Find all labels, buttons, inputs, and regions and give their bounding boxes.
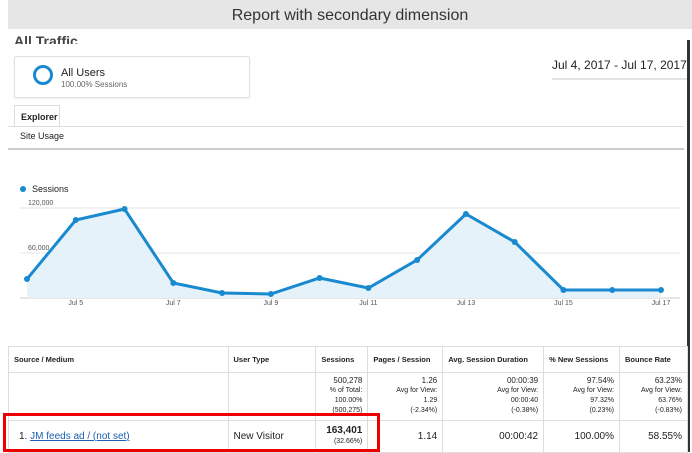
totals-line: 500,278 bbox=[333, 376, 363, 385]
totals-line: % of Total: bbox=[329, 387, 363, 394]
highlight-box bbox=[3, 413, 380, 452]
user-type: New Visitor bbox=[227, 420, 317, 453]
totals-cell: 1.26 Avg for View: 1.29 (-2.34%) bbox=[367, 372, 444, 421]
totals-line: 1.29 bbox=[423, 397, 438, 404]
sessions-value: 163,401 bbox=[326, 425, 363, 436]
totals-line: 1.26 bbox=[421, 376, 438, 385]
data-point[interactable] bbox=[414, 256, 421, 263]
totals-cell: 63.23% Avg for View: 63.76% (-0.83%) bbox=[619, 372, 688, 421]
totals-line: (-2.34%) bbox=[410, 407, 438, 414]
data-point[interactable] bbox=[121, 205, 128, 212]
x-tick-label: Jul 9 bbox=[263, 300, 278, 307]
duration-value: 00:00:42 bbox=[442, 420, 545, 453]
x-tick-label: Jul 15 bbox=[554, 300, 573, 307]
totals-cell: 97.54% Avg for View: 97.32% (0.23%) bbox=[543, 372, 621, 421]
totals-cell: 00:00:39 Avg for View: 00:00:40 (-0.38%) bbox=[442, 372, 545, 421]
divider bbox=[8, 126, 684, 127]
data-point[interactable] bbox=[658, 286, 664, 293]
totals-line: 97.54% bbox=[586, 376, 615, 385]
column-header[interactable]: Bounce Rate bbox=[619, 346, 688, 373]
totals-line: Avg for View: bbox=[641, 387, 682, 394]
column-header[interactable]: Pages / Session bbox=[367, 346, 444, 373]
totals-blank bbox=[227, 372, 317, 421]
data-point[interactable] bbox=[609, 286, 616, 293]
column-header[interactable]: Source / Medium bbox=[8, 346, 229, 373]
data-point[interactable] bbox=[560, 286, 567, 293]
segment-name: All Users bbox=[61, 67, 106, 79]
totals-line: (-0.38%) bbox=[511, 407, 539, 414]
totals-line: (-0.83%) bbox=[655, 407, 682, 414]
date-range-picker[interactable]: Jul 4, 2017 - Jul 17, 2017 bbox=[552, 58, 687, 80]
area-fill bbox=[27, 208, 661, 298]
y-tick-label: 60,000 bbox=[28, 245, 50, 252]
column-header[interactable]: User Type bbox=[227, 346, 317, 373]
segment-sub: 100.00% Sessions bbox=[61, 80, 128, 89]
legend-dot-icon bbox=[20, 186, 26, 192]
data-point[interactable] bbox=[316, 274, 323, 281]
source-link[interactable]: JM feeds ad / (not set) bbox=[30, 431, 130, 442]
bounce-value: 58.55% bbox=[619, 420, 688, 453]
x-tick-label: Jul 17 bbox=[652, 300, 671, 307]
totals-line: 63.23% bbox=[654, 376, 682, 385]
data-point[interactable] bbox=[511, 238, 518, 245]
column-header[interactable]: Sessions bbox=[315, 346, 369, 373]
totals-line: 100.00% bbox=[334, 397, 363, 404]
column-header[interactable]: Avg. Session Duration bbox=[442, 346, 545, 373]
row-index: 1. bbox=[19, 431, 28, 442]
data-table: Source / Medium User Type Sessions Pages / … bbox=[8, 346, 688, 453]
new-sessions-value: 100.00% bbox=[543, 420, 621, 453]
totals-line: (500,275) bbox=[332, 407, 363, 414]
scrollbar[interactable] bbox=[687, 40, 690, 452]
totals-line: 97.32% bbox=[590, 397, 615, 404]
sessions-pct: (32.66%) bbox=[333, 438, 363, 445]
segment-card[interactable]: All Users 100.00% Sessions bbox=[14, 56, 250, 98]
totals-line: Avg for View: bbox=[396, 387, 438, 394]
chart-legend: Sessions bbox=[20, 184, 69, 194]
column-header[interactable]: % New Sessions bbox=[543, 346, 621, 373]
data-point[interactable] bbox=[267, 291, 274, 298]
x-tick-label: Jul 11 bbox=[359, 300, 377, 307]
sessions-line bbox=[25, 207, 661, 296]
tab-explorer[interactable]: Explorer bbox=[14, 105, 60, 127]
totals-line: 63.76% bbox=[658, 397, 682, 404]
y-tick-label: 120,000 bbox=[28, 200, 53, 207]
title-bar: Report with secondary dimension bbox=[8, 0, 692, 29]
divider bbox=[8, 148, 684, 150]
totals-line: Avg for View: bbox=[497, 387, 539, 394]
tab-site-usage[interactable]: Site Usage bbox=[20, 131, 65, 141]
x-tick-label: Jul 5 bbox=[68, 300, 83, 307]
data-point[interactable] bbox=[24, 276, 30, 283]
sessions-chart: 120,000 60,000 Jul 5 Jul 7 Jul 9 Jul 11 Jul 13… bbox=[20, 200, 680, 307]
x-tick-label: Jul 7 bbox=[166, 300, 181, 307]
data-point[interactable] bbox=[462, 211, 469, 217]
totals-line: 00:00:39 bbox=[506, 376, 539, 385]
page-title: All Traffic bbox=[14, 33, 78, 44]
segment-ring-icon bbox=[33, 65, 53, 85]
table-row: 1. JM feeds ad / (not set) New Visitor 1… bbox=[8, 420, 688, 453]
data-point[interactable] bbox=[219, 289, 226, 296]
data-point[interactable] bbox=[170, 280, 177, 286]
totals-line: Avg for View: bbox=[573, 387, 615, 394]
totals-line: 00:00:40 bbox=[510, 397, 539, 404]
data-point[interactable] bbox=[365, 285, 372, 292]
x-tick-label: Jul 13 bbox=[457, 300, 476, 307]
legend-label: Sessions bbox=[32, 184, 69, 194]
totals-line: (0.23%) bbox=[589, 407, 615, 414]
data-point[interactable] bbox=[72, 217, 79, 223]
